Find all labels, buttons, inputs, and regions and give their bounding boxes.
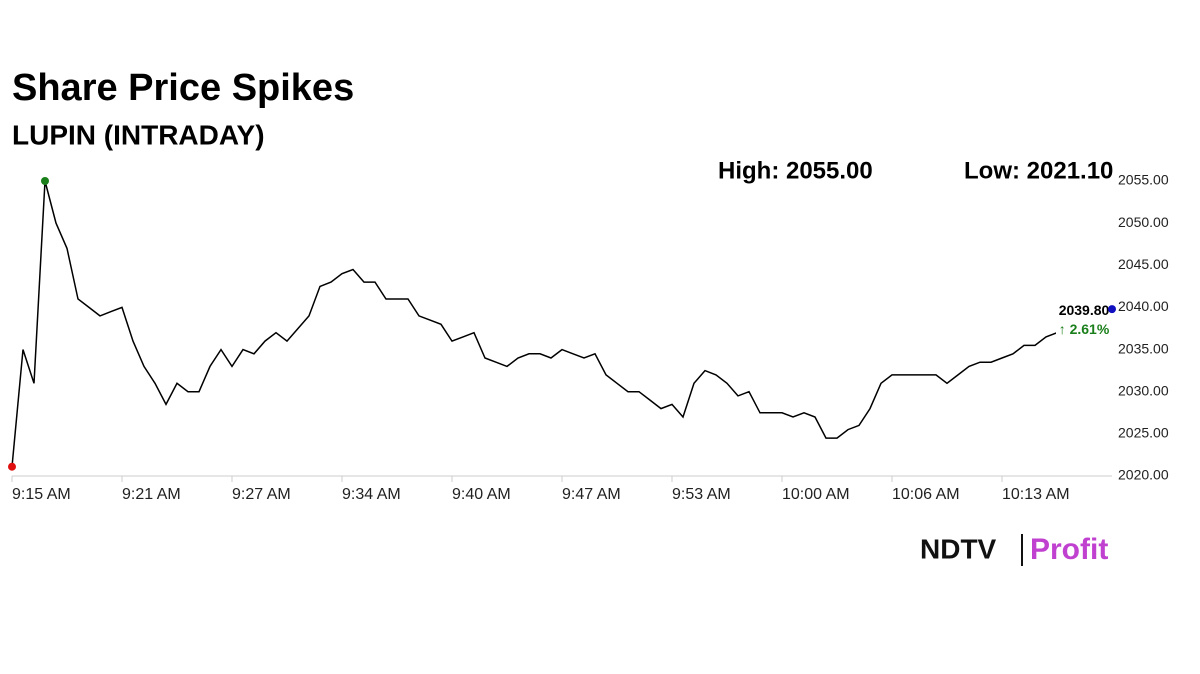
low-marker (8, 462, 16, 471)
x-tick-label: 9:15 AM (12, 486, 71, 503)
x-tick-label: 9:34 AM (342, 486, 401, 503)
chart-subtitle: LUPIN (INTRADAY) (12, 119, 265, 150)
y-tick-label: 2035.00 (1118, 340, 1169, 356)
high-marker (41, 177, 49, 185)
last-price-label: 2039.80 (1059, 302, 1110, 318)
x-tick-label: 9:27 AM (232, 486, 291, 503)
x-tick-label: 9:40 AM (452, 486, 511, 503)
change-label: ↑ 2.61% (1059, 321, 1110, 337)
x-tick-label: 9:47 AM (562, 486, 621, 503)
x-tick-label: 9:21 AM (122, 486, 181, 503)
y-tick-label: 2030.00 (1118, 382, 1169, 398)
last-marker (1108, 305, 1116, 314)
y-tick-label: 2025.00 (1118, 425, 1169, 441)
y-tick-label: 2045.00 (1118, 256, 1169, 272)
last-label-box (1056, 295, 1110, 342)
brand-right: Profit (1030, 533, 1108, 566)
price-line (11, 180, 1113, 467)
x-tick-label: 10:06 AM (892, 486, 960, 503)
high-annotation: High: 2055.00 (718, 157, 873, 184)
x-tick-label: 9:53 AM (672, 486, 731, 503)
y-tick-label: 2055.00 (1118, 172, 1169, 188)
y-tick-label: 2020.00 (1118, 467, 1169, 483)
y-tick-label: 2040.00 (1118, 298, 1169, 314)
brand-left: NDTV (920, 533, 997, 564)
x-tick-label: 10:13 AM (1002, 486, 1070, 503)
chart-title: Share Price Spikes (12, 67, 354, 109)
x-tick-label: 10:00 AM (782, 486, 850, 503)
y-tick-label: 2050.00 (1118, 214, 1169, 230)
low-annotation: Low: 2021.10 (964, 157, 1113, 184)
